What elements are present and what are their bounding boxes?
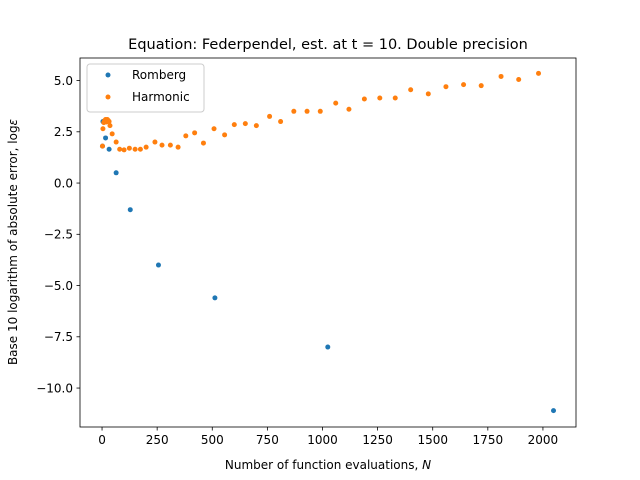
point-harmonic-1 [100, 126, 106, 132]
y-axis-label: Base 10 logarithm of absolute error, log… [6, 118, 20, 365]
point-harmonic-31 [278, 119, 284, 125]
legend-label-harmonic: Harmonic [132, 90, 190, 104]
x-axis-label: Number of function evaluations, N [225, 458, 431, 472]
x-tick-label: 2000 [528, 433, 559, 447]
y-tick-label: −7.5 [44, 330, 73, 344]
point-harmonic-38 [377, 95, 383, 101]
x-tick-label: 250 [146, 433, 169, 447]
y-axis: −10.0 −7.5 −5.0 −2.5 0.0 2.5 5.0 [36, 74, 80, 395]
point-harmonic-29 [253, 123, 259, 129]
point-romberg-7 [155, 262, 161, 268]
point-harmonic-19 [159, 142, 165, 148]
x-tick-label: 500 [201, 433, 224, 447]
point-harmonic-9 [107, 123, 113, 129]
point-harmonic-28 [242, 121, 248, 127]
x-tick-label: 1000 [307, 433, 338, 447]
plot-frame [79, 57, 577, 428]
point-romberg-4 [106, 146, 112, 152]
point-harmonic-25 [211, 126, 217, 132]
point-harmonic-10 [109, 131, 115, 137]
legend-box [86, 63, 205, 113]
y-tick-label: −5.0 [44, 279, 73, 293]
chart-marks [99, 70, 557, 414]
point-harmonic-26 [222, 132, 228, 138]
point-harmonic-45 [498, 73, 504, 79]
y-tick-label: 5.0 [54, 74, 73, 88]
point-harmonic-0 [99, 143, 105, 149]
legend-marker-romberg [105, 72, 111, 78]
chart-title: Equation: Federpendel, est. at t = 10. D… [128, 37, 528, 53]
point-harmonic-16 [137, 146, 143, 152]
x-tick-label: 1500 [417, 433, 448, 447]
y-tick-label: 0.0 [54, 176, 73, 190]
point-romberg-8 [212, 295, 218, 301]
point-harmonic-13 [121, 147, 127, 153]
point-harmonic-32 [291, 108, 297, 114]
point-harmonic-40 [408, 87, 414, 93]
y-axis-label-var: ε [6, 118, 20, 125]
point-romberg-5 [113, 170, 119, 176]
point-harmonic-11 [113, 139, 119, 145]
point-harmonic-18 [152, 139, 158, 145]
point-harmonic-27 [231, 122, 237, 128]
point-harmonic-35 [333, 100, 339, 106]
point-harmonic-42 [443, 84, 449, 90]
y-axis-label-text: Base 10 logarithm of absolute error, log [6, 125, 20, 365]
point-harmonic-33 [304, 108, 310, 114]
point-harmonic-43 [461, 82, 467, 88]
x-tick-label: 1750 [473, 433, 504, 447]
point-romberg-3 [103, 135, 109, 141]
point-harmonic-36 [346, 106, 352, 112]
point-harmonic-24 [200, 140, 206, 146]
point-harmonic-12 [117, 146, 123, 152]
point-harmonic-41 [425, 91, 431, 97]
point-harmonic-22 [183, 133, 189, 139]
x-axis-label-text: Number of function evaluations, [225, 458, 422, 472]
y-tick-label: −10.0 [36, 381, 73, 395]
legend: Romberg Harmonic [86, 63, 205, 113]
point-harmonic-14 [126, 145, 132, 151]
point-harmonic-47 [536, 70, 542, 76]
point-harmonic-39 [392, 95, 398, 101]
point-harmonic-44 [478, 83, 484, 89]
x-axis: 0 250 500 750 1000 1250 1500 1750 2000 [98, 427, 558, 447]
x-axis-label-var: N [422, 458, 431, 472]
y-tick-label: 2.5 [54, 125, 73, 139]
x-tick-label: 0 [98, 433, 106, 447]
point-harmonic-37 [361, 96, 367, 102]
point-romberg-10 [551, 408, 557, 414]
point-harmonic-15 [132, 146, 138, 152]
point-harmonic-46 [516, 77, 522, 83]
point-romberg-9 [325, 344, 331, 350]
y-tick-label: −2.5 [44, 228, 73, 242]
point-harmonic-21 [175, 144, 181, 150]
point-harmonic-30 [267, 113, 273, 119]
point-romberg-6 [127, 207, 133, 213]
point-harmonic-34 [317, 108, 323, 114]
legend-marker-harmonic [105, 94, 111, 100]
legend-label-romberg: Romberg [132, 68, 186, 82]
x-tick-label: 1250 [362, 433, 393, 447]
point-harmonic-17 [143, 144, 149, 150]
x-tick-label: 750 [256, 433, 279, 447]
point-harmonic-8 [106, 119, 112, 125]
point-harmonic-20 [167, 142, 173, 148]
point-harmonic-23 [192, 130, 198, 136]
